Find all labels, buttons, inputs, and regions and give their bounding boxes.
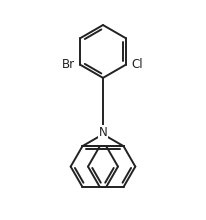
Text: Br: Br [61,58,75,71]
Text: N: N [99,126,107,139]
Text: Cl: Cl [131,58,143,71]
